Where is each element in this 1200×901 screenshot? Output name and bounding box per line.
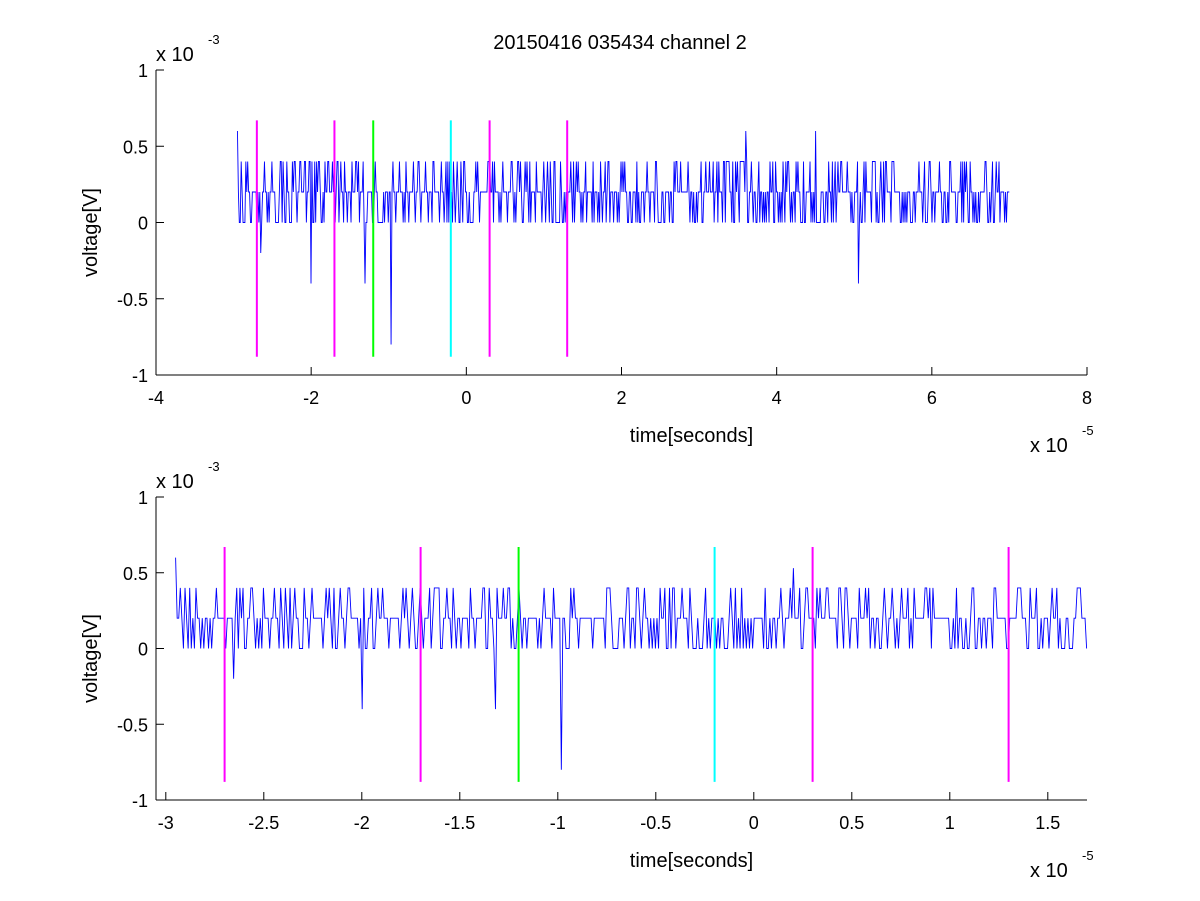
- x-tick-label: -2: [303, 388, 319, 408]
- x-exponent-label: x 10: [1030, 860, 1068, 882]
- y-axis-label: voltage[V]: [80, 188, 102, 277]
- chart-title: 20150416 035434 channel 2: [493, 32, 747, 54]
- signal-trace: [237, 130, 1010, 345]
- x-tick-label: 1.5: [1035, 813, 1060, 833]
- y-tick-label: -1: [132, 791, 148, 811]
- bottom-plot: -3 -2.5 -2 -1.5 -1 -0.5 0 0.5 1 1.5 1 0.5 0 -0.5 -1 tim…: [80, 459, 1094, 882]
- y-tick-label: 0.5: [123, 564, 148, 584]
- y-tick-label: -0.5: [117, 715, 148, 735]
- x-tick-label: 1: [945, 813, 955, 833]
- x-tick-label: 4: [772, 388, 782, 408]
- x-axis-label: time[seconds]: [630, 850, 753, 872]
- y-exponent-power: -3: [208, 459, 220, 474]
- signal-trace: [175, 557, 1088, 770]
- y-tick-label: -1: [132, 366, 148, 386]
- y-exponent-label: x 10: [156, 471, 194, 493]
- x-tick-label: 2: [616, 388, 626, 408]
- x-tick-label: 6: [927, 388, 937, 408]
- x-tick-label: -2.5: [248, 813, 279, 833]
- x-tick-label: 0: [461, 388, 471, 408]
- x-axis-label: time[seconds]: [630, 425, 753, 447]
- top-plot: -4 -2 0 2 4 6 8 1 0.5 0 -0.5 -1 time[seconds] voltage…: [80, 32, 1094, 457]
- y-tick-label: -0.5: [117, 290, 148, 310]
- y-tick-label: 1: [138, 488, 148, 508]
- x-tick-label: 0: [749, 813, 759, 833]
- x-tick-label: -1.5: [444, 813, 475, 833]
- y-axis-label: voltage[V]: [80, 614, 102, 703]
- x-tick-label: -1: [550, 813, 566, 833]
- x-tick-label: -3: [158, 813, 174, 833]
- x-tick-label: -0.5: [640, 813, 671, 833]
- x-tick-label: -2: [354, 813, 370, 833]
- x-exponent-power: -5: [1082, 423, 1094, 438]
- x-tick-label: -4: [148, 388, 164, 408]
- y-exponent-power: -3: [208, 32, 220, 47]
- x-exponent-label: x 10: [1030, 435, 1068, 457]
- y-tick-label: 0: [138, 640, 148, 660]
- x-exponent-power: -5: [1082, 848, 1094, 863]
- x-tick-label: 0.5: [839, 813, 864, 833]
- y-tick-label: 0.5: [123, 137, 148, 157]
- y-tick-label: 1: [138, 61, 148, 81]
- y-exponent-label: x 10: [156, 44, 194, 66]
- y-tick-label: 0: [138, 214, 148, 234]
- x-tick-label: 8: [1082, 388, 1092, 408]
